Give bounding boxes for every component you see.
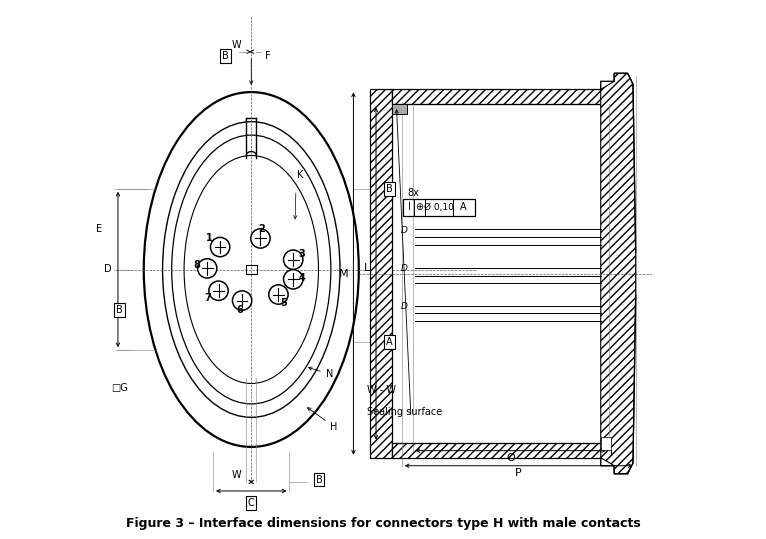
Circle shape bbox=[283, 250, 303, 270]
Text: □G: □G bbox=[111, 383, 128, 393]
Text: 8: 8 bbox=[193, 260, 200, 270]
Text: H: H bbox=[307, 407, 338, 432]
Text: K: K bbox=[297, 170, 303, 180]
Text: M: M bbox=[339, 268, 349, 279]
Circle shape bbox=[283, 270, 303, 289]
Text: 1: 1 bbox=[206, 233, 213, 244]
Polygon shape bbox=[601, 437, 611, 455]
Text: D: D bbox=[104, 265, 112, 274]
Text: Figure 3 – Interface dimensions for connectors type H with male contacts: Figure 3 – Interface dimensions for conn… bbox=[126, 517, 640, 530]
Text: N: N bbox=[309, 367, 333, 379]
Text: ⊕: ⊕ bbox=[415, 202, 424, 212]
Bar bbox=[369, 89, 392, 458]
Text: A: A bbox=[460, 202, 467, 212]
Text: 8x: 8x bbox=[408, 188, 419, 198]
Text: B: B bbox=[222, 51, 229, 61]
Text: 2: 2 bbox=[258, 224, 265, 234]
Text: Sealing surface: Sealing surface bbox=[367, 406, 442, 417]
Text: I: I bbox=[408, 202, 411, 212]
Text: D: D bbox=[401, 265, 408, 273]
Text: W: W bbox=[232, 469, 241, 480]
Text: P: P bbox=[516, 468, 522, 479]
Text: B: B bbox=[386, 184, 393, 194]
Bar bbox=[392, 89, 604, 105]
Text: 3: 3 bbox=[298, 250, 305, 259]
Circle shape bbox=[250, 229, 270, 248]
Circle shape bbox=[269, 285, 288, 304]
Text: W: W bbox=[232, 40, 241, 50]
Text: C: C bbox=[248, 498, 254, 508]
Text: D: D bbox=[401, 226, 408, 234]
Text: F: F bbox=[264, 51, 270, 61]
Text: 7: 7 bbox=[205, 293, 211, 303]
Text: 4: 4 bbox=[299, 273, 305, 282]
Circle shape bbox=[209, 281, 228, 300]
Text: A: A bbox=[386, 337, 393, 347]
Text: Ø 0,10: Ø 0,10 bbox=[424, 203, 453, 212]
Text: B: B bbox=[116, 305, 123, 315]
Circle shape bbox=[211, 237, 230, 257]
Text: 5: 5 bbox=[280, 298, 287, 308]
Circle shape bbox=[198, 259, 217, 278]
Text: E: E bbox=[96, 224, 102, 234]
Text: D: D bbox=[401, 302, 408, 311]
Text: 6: 6 bbox=[237, 305, 244, 315]
Text: B: B bbox=[316, 475, 322, 485]
Circle shape bbox=[232, 291, 252, 310]
Polygon shape bbox=[601, 73, 636, 474]
Text: W - W: W - W bbox=[367, 385, 396, 395]
Text: L: L bbox=[365, 263, 371, 273]
Bar bbox=[392, 443, 604, 458]
Bar bbox=[392, 105, 408, 114]
Text: O: O bbox=[506, 453, 515, 464]
